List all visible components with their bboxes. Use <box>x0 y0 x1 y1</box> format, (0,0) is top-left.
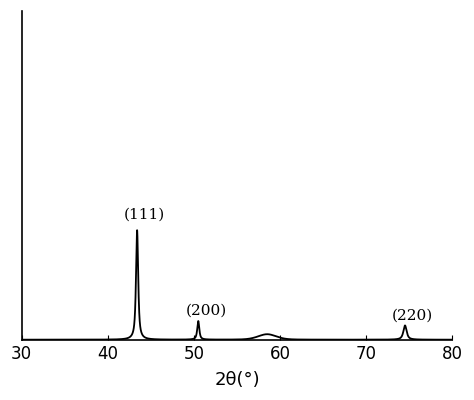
Text: (111): (111) <box>123 208 164 222</box>
Text: (200): (200) <box>185 303 227 317</box>
Text: (220): (220) <box>392 308 433 322</box>
X-axis label: 2θ(°): 2θ(°) <box>214 371 260 389</box>
